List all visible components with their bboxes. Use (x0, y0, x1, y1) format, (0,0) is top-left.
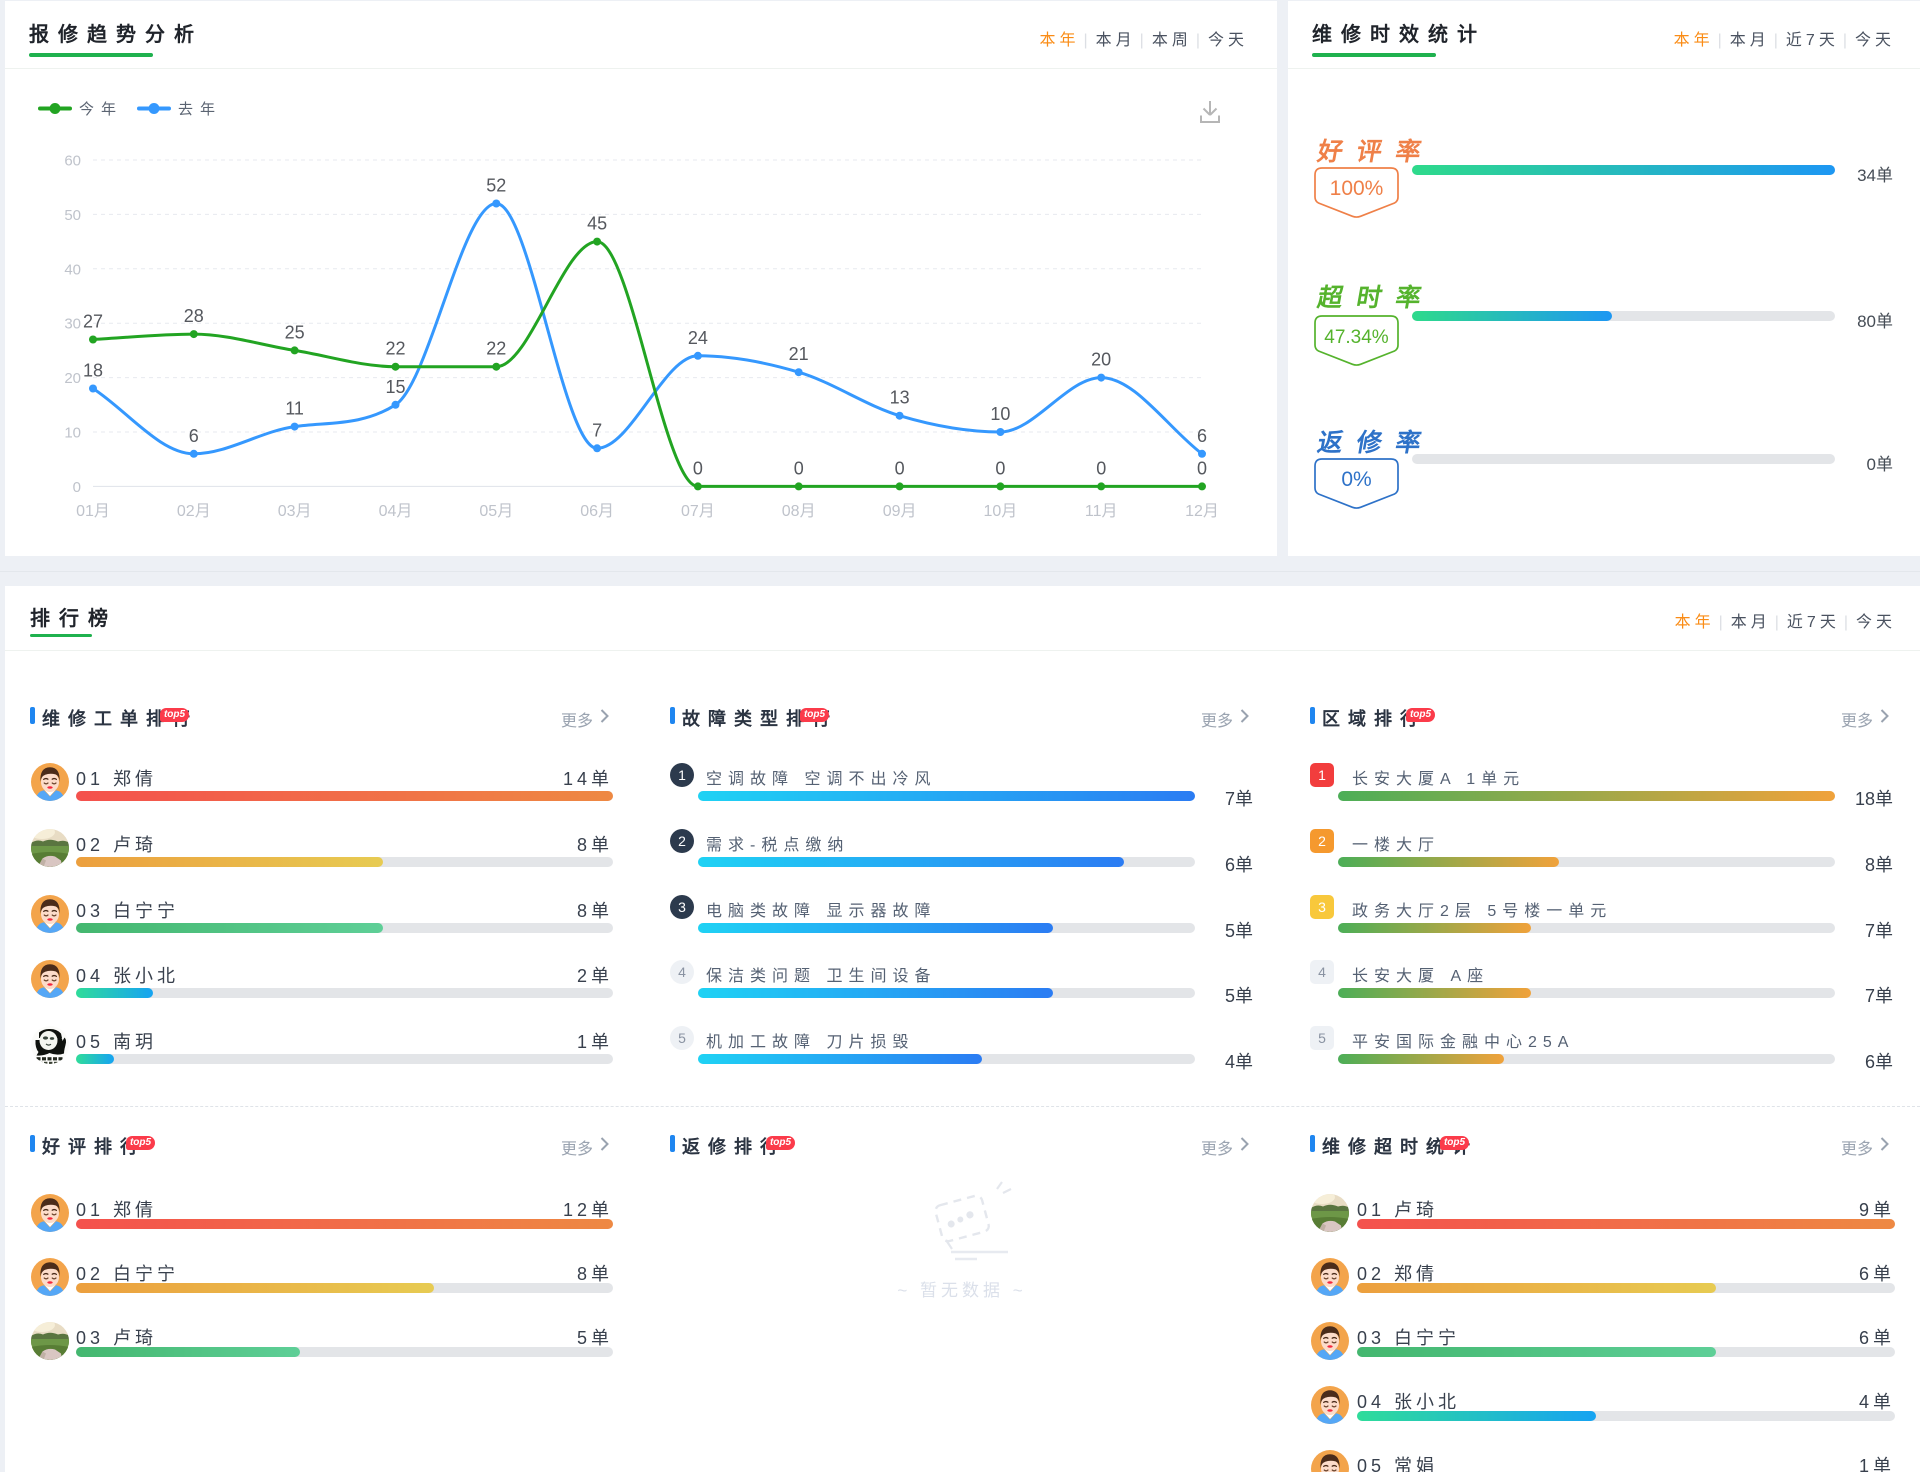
svg-text:22: 22 (486, 339, 506, 359)
svg-text:24: 24 (688, 328, 708, 348)
svg-text:52: 52 (486, 176, 506, 196)
svg-text:6: 6 (1197, 426, 1207, 446)
svg-text:6: 6 (189, 426, 199, 446)
svg-text:22: 22 (385, 339, 405, 359)
svg-text:60: 60 (64, 153, 81, 170)
svg-text:01月: 01月 (76, 503, 110, 520)
svg-text:07月: 07月 (681, 503, 715, 520)
svg-text:04月: 04月 (379, 503, 413, 520)
svg-text:15: 15 (385, 377, 405, 397)
svg-text:0%: 0% (1341, 468, 1371, 491)
svg-text:27: 27 (83, 312, 103, 332)
svg-text:0: 0 (794, 458, 804, 478)
svg-text:13: 13 (890, 388, 910, 408)
svg-text:12月: 12月 (1185, 503, 1219, 520)
svg-text:0: 0 (1096, 458, 1106, 478)
svg-text:40: 40 (64, 261, 81, 278)
svg-text:0: 0 (1197, 458, 1207, 478)
svg-text:25: 25 (285, 322, 305, 342)
svg-text:50: 50 (64, 207, 81, 224)
svg-text:06月: 06月 (580, 503, 614, 520)
svg-text:45: 45 (587, 214, 607, 234)
svg-text:30: 30 (64, 316, 81, 333)
svg-text:09月: 09月 (883, 503, 917, 520)
svg-text:10: 10 (64, 425, 81, 442)
svg-text:08月: 08月 (782, 503, 816, 520)
svg-text:7: 7 (592, 420, 602, 440)
svg-text:03月: 03月 (278, 503, 312, 520)
svg-text:11月: 11月 (1085, 503, 1118, 520)
svg-text:11: 11 (285, 399, 304, 419)
svg-text:0: 0 (995, 458, 1005, 478)
svg-text:21: 21 (789, 344, 809, 364)
svg-text:10: 10 (990, 404, 1010, 424)
svg-text:02月: 02月 (177, 503, 211, 520)
svg-text:0: 0 (73, 479, 81, 496)
svg-text:05月: 05月 (479, 503, 513, 520)
svg-text:20: 20 (64, 370, 81, 387)
svg-text:47.34%: 47.34% (1324, 327, 1389, 348)
svg-text:18: 18 (83, 361, 103, 381)
svg-text:0: 0 (693, 458, 703, 478)
svg-text:20: 20 (1091, 350, 1111, 370)
svg-text:0: 0 (895, 458, 905, 478)
svg-text:100%: 100% (1330, 177, 1384, 200)
svg-text:28: 28 (184, 306, 204, 326)
svg-text:10月: 10月 (983, 503, 1017, 520)
